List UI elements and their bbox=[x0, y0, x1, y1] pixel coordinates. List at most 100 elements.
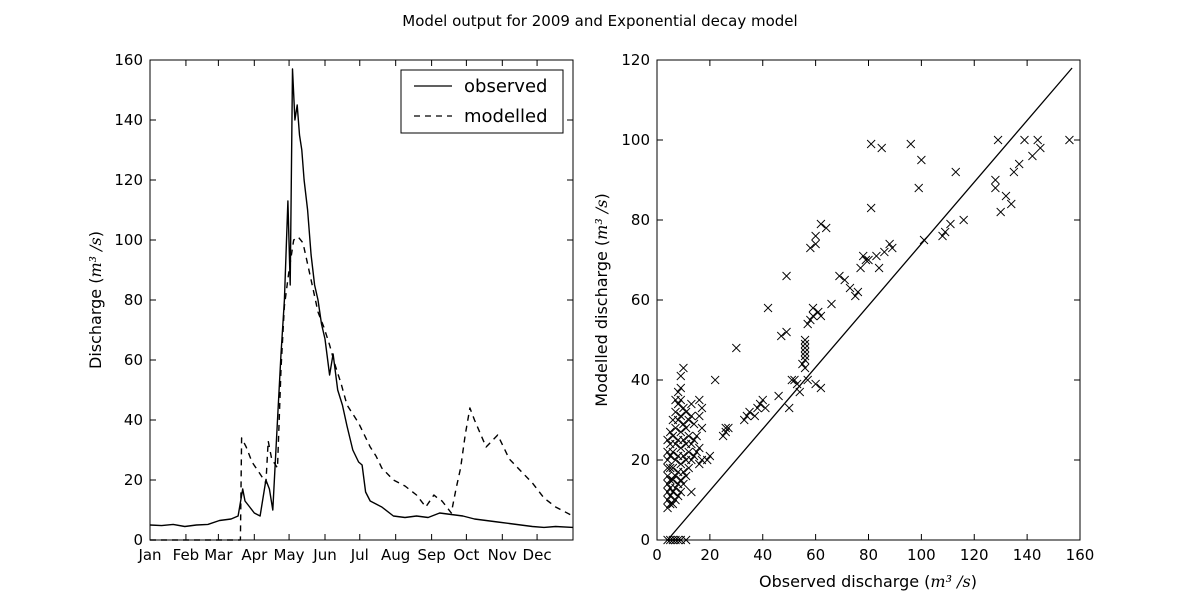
scatter-point bbox=[914, 183, 924, 193]
scatter-point bbox=[697, 403, 707, 413]
scatter-point bbox=[858, 251, 868, 261]
scatter-point bbox=[694, 411, 704, 421]
scatter-point bbox=[866, 203, 876, 213]
scatter-point bbox=[800, 339, 810, 349]
scatter-point bbox=[687, 399, 696, 409]
scatter-point bbox=[940, 227, 950, 237]
scatter-point bbox=[679, 467, 688, 477]
hydrograph-y-tick-label: 140 bbox=[114, 111, 143, 129]
scatter-point bbox=[816, 311, 826, 321]
scatter-point bbox=[671, 455, 680, 465]
scatter-point bbox=[739, 415, 749, 425]
hydrograph-x-tick-label-jul: Jul bbox=[350, 546, 369, 564]
scatter-point bbox=[663, 495, 672, 505]
scatter-point bbox=[679, 363, 688, 373]
scatter-point bbox=[763, 303, 773, 313]
scatter-point bbox=[808, 311, 818, 321]
scatter-point bbox=[724, 423, 733, 433]
hydrograph-x-ticks: Jan Feb Mar Apr May Jun Jul Aug Sep Oct Nov Dec bbox=[137, 60, 552, 564]
scatter-point bbox=[845, 283, 855, 293]
scatter-point bbox=[676, 459, 686, 469]
scatter-point bbox=[1036, 143, 1045, 153]
scatter-point bbox=[761, 403, 770, 413]
scatter-point bbox=[991, 183, 1000, 193]
scatter-point bbox=[864, 255, 873, 265]
hydrograph-series bbox=[149, 68, 574, 541]
scatter-point bbox=[687, 411, 696, 421]
scatter-point bbox=[753, 403, 762, 413]
hydrograph-y-ticks: 0 20 40 60 80 100 120 140 160 bbox=[114, 51, 573, 549]
scatter-point bbox=[684, 447, 694, 457]
scatter-point bbox=[668, 463, 678, 473]
scatter-point bbox=[671, 483, 680, 493]
scatter-y-tick-label: 100 bbox=[621, 131, 650, 149]
scatter-point bbox=[676, 443, 686, 453]
scatter-point bbox=[806, 315, 815, 325]
hydrograph-x-tick-label-dec: Dec bbox=[523, 546, 552, 564]
scatter-point bbox=[800, 351, 810, 361]
scatter-point bbox=[665, 427, 675, 437]
hydrograph-x-tick-label-mar: Mar bbox=[204, 546, 233, 564]
scatter-point bbox=[687, 439, 696, 449]
scatter-point bbox=[816, 383, 826, 393]
scatter-point bbox=[866, 139, 876, 149]
scatter-point bbox=[663, 503, 672, 513]
scatter-point bbox=[697, 423, 707, 433]
scatter-point bbox=[776, 331, 786, 341]
scatter-point bbox=[676, 475, 686, 485]
scatter-point bbox=[679, 419, 688, 429]
scatter-point bbox=[684, 463, 694, 473]
scatter-point bbox=[803, 375, 813, 385]
scatter-point bbox=[800, 355, 810, 365]
scatter-point bbox=[673, 387, 683, 397]
scatter-point bbox=[880, 247, 889, 257]
scatter-point bbox=[679, 435, 688, 445]
scatter-point bbox=[665, 451, 675, 461]
scatter-x-axis-label: Observed discharge (m³ /s) bbox=[759, 572, 977, 591]
scatter-point bbox=[689, 435, 699, 445]
scatter-x-tick-label: 120 bbox=[960, 546, 989, 564]
scatter-y-tick-label: 120 bbox=[621, 51, 650, 69]
series-line-modelled bbox=[150, 236, 574, 541]
scatter-y-tick-label: 0 bbox=[640, 531, 650, 549]
scatter-point bbox=[731, 343, 741, 353]
scatter-point bbox=[1065, 135, 1074, 145]
hydrograph-y-tick-label: 160 bbox=[114, 51, 143, 69]
hydrograph-x-tick-label-nov: Nov bbox=[488, 546, 517, 564]
hydrograph-x-tick-label-oct: Oct bbox=[453, 546, 479, 564]
scatter-point bbox=[872, 251, 881, 261]
scatter-point bbox=[1006, 199, 1016, 209]
scatter-point bbox=[758, 395, 768, 405]
hydrograph-x-tick-label-aug: Aug bbox=[381, 546, 410, 564]
scatter-point bbox=[721, 423, 731, 433]
hydrograph-x-tick-label-feb: Feb bbox=[173, 546, 200, 564]
scatter-point bbox=[663, 455, 672, 465]
scatter-x-tick-label: 160 bbox=[1066, 546, 1095, 564]
scatter-point bbox=[745, 407, 754, 417]
scatter-point bbox=[668, 487, 678, 497]
scatter-point bbox=[959, 215, 968, 225]
scatter-point bbox=[676, 395, 686, 405]
scatter-y-axis-label: Modelled discharge (m³ /s) bbox=[592, 193, 611, 406]
scatter-point bbox=[681, 423, 691, 433]
scatter-point bbox=[951, 167, 961, 177]
scatter-point bbox=[665, 499, 675, 509]
scatter-point bbox=[676, 383, 686, 393]
scatter-point bbox=[1028, 151, 1037, 161]
scatter-point bbox=[671, 471, 680, 481]
legend-label-observed: observed bbox=[464, 76, 547, 97]
scatter-point bbox=[665, 475, 675, 485]
hydrograph-x-tick-label-sep: Sep bbox=[417, 546, 445, 564]
hydrograph-x-tick-label-jun: Jun bbox=[312, 546, 336, 564]
hydrograph-y-tick-label: 40 bbox=[124, 411, 143, 429]
scatter-point bbox=[991, 175, 1000, 185]
scatter-point bbox=[673, 415, 683, 425]
scatter-point bbox=[684, 431, 694, 441]
legend: observed modelled bbox=[400, 69, 564, 134]
scatter-point bbox=[787, 375, 797, 385]
hydrograph-y-tick-label: 80 bbox=[124, 291, 143, 309]
scatter-point bbox=[803, 319, 813, 329]
scatter-x-tick-label: 40 bbox=[753, 546, 772, 564]
scatter-point bbox=[671, 407, 680, 417]
hydrograph-x-tick-label-jan: Jan bbox=[137, 546, 161, 564]
